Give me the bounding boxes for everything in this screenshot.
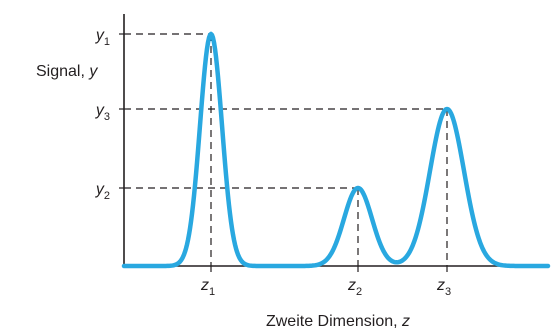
x-axis-label: Zweite Dimension, z [266,313,410,330]
x-tick-label-2: z2 [347,277,362,298]
y-tick-label-3: y3 [95,102,110,123]
y-axis-label: Signal, y [36,63,98,80]
x-tick-label-1: z1 [200,277,215,298]
y-tick-label-1: y1 [95,27,110,48]
y-tick-label-2: y2 [95,181,110,202]
guide-lines [124,33,448,266]
x-ticks [119,33,448,272]
signal-curve [121,31,551,269]
x-tick-label-3: z3 [436,277,451,298]
axes [123,14,548,267]
labels: y1 z1 y2 z2 y3 z3 [95,27,451,298]
